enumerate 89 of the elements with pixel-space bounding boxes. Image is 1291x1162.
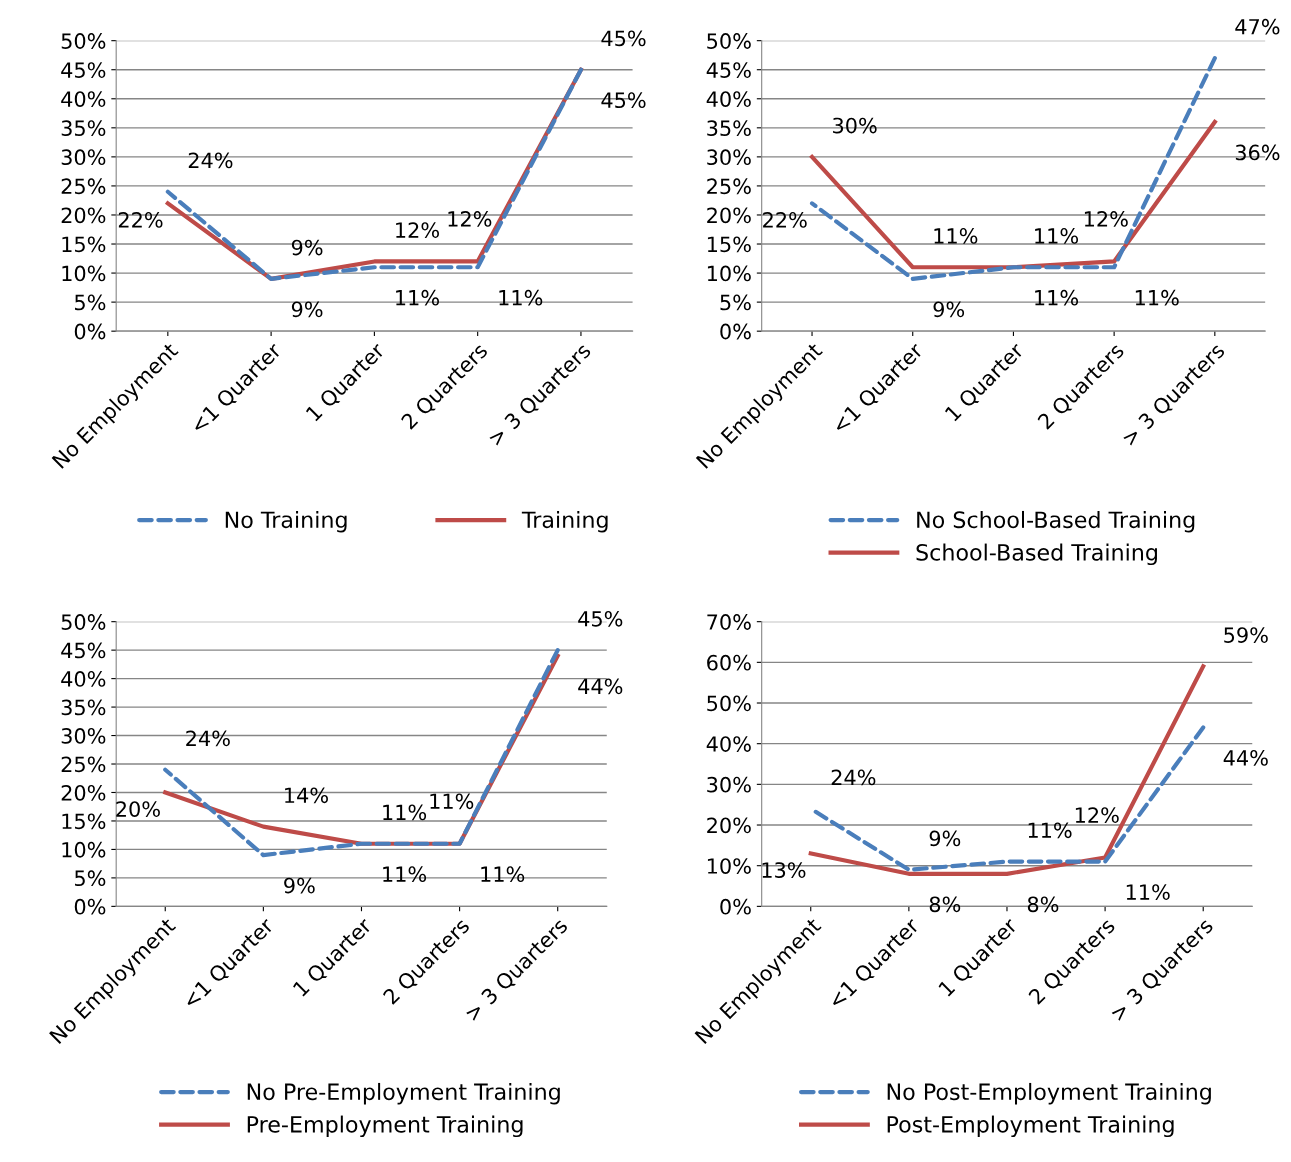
data-label: 30% xyxy=(833,117,877,134)
data-label: 8% xyxy=(1027,896,1059,913)
y-tick-label: 50% xyxy=(61,33,106,49)
data-label: 45% xyxy=(601,92,646,109)
y-tick-label: 60% xyxy=(707,654,751,671)
y-tick-label: 40% xyxy=(706,736,751,752)
y-tick-label: 0% xyxy=(720,323,751,340)
data-label: 11% xyxy=(499,289,543,306)
data-label: 12% xyxy=(1075,807,1119,823)
legend-label: No Post-Employment Training xyxy=(887,1082,1211,1105)
data-label: 44% xyxy=(578,678,623,695)
y-tick-label: 30% xyxy=(707,149,751,166)
data-label: 8% xyxy=(929,896,961,913)
legend-label: No School-Based Training xyxy=(917,510,1195,533)
data-label: 13% xyxy=(762,862,806,878)
y-tick-label: 40% xyxy=(61,671,106,687)
y-tick-label: 15% xyxy=(707,236,751,253)
data-label: 9% xyxy=(929,830,961,847)
y-tick-label: 35% xyxy=(61,699,106,716)
y-tick-label: 5% xyxy=(75,870,106,887)
y-tick-label: 15% xyxy=(62,813,106,830)
y-tick-label: 25% xyxy=(61,178,106,195)
data-label: 45% xyxy=(601,30,646,47)
y-tick-label: 5% xyxy=(720,294,751,311)
y-tick-label: 0% xyxy=(720,898,751,915)
y-tick-label: 40% xyxy=(706,91,751,107)
legend-label: Post-Employment Training xyxy=(887,1115,1174,1138)
data-label: 9% xyxy=(291,301,323,318)
y-tick-label: 30% xyxy=(61,728,106,744)
y-tick-label: 10% xyxy=(707,858,751,874)
y-tick-label: 50% xyxy=(707,695,751,712)
data-label: 44% xyxy=(1223,750,1268,766)
data-label: 24% xyxy=(831,769,876,786)
y-tick-label: 10% xyxy=(62,265,106,282)
legend-label: School-Based Training xyxy=(916,543,1157,566)
data-label: 12% xyxy=(448,211,492,227)
legend-label: Pre-Employment Training xyxy=(247,1115,523,1138)
y-tick-label: 15% xyxy=(62,236,106,253)
legend-label: Training xyxy=(521,510,608,533)
y-tick-label: 30% xyxy=(707,776,751,793)
y-tick-label: 25% xyxy=(707,178,751,195)
data-label: 11% xyxy=(430,793,474,810)
y-tick-label: 10% xyxy=(62,841,106,858)
y-tick-label: 35% xyxy=(61,120,106,137)
y-tick-label: 20% xyxy=(707,817,751,834)
legend-label: No Training xyxy=(225,510,347,533)
data-label: 22% xyxy=(118,212,163,228)
y-tick-label: 25% xyxy=(61,756,106,773)
y-tick-label: 20% xyxy=(707,207,751,224)
data-label: 22% xyxy=(763,212,807,228)
y-tick-label: 50% xyxy=(61,614,106,630)
data-label: 47% xyxy=(1235,18,1280,35)
data-label: 59% xyxy=(1224,627,1268,643)
y-tick-label: 0% xyxy=(74,898,106,915)
y-tick-label: 70% xyxy=(707,614,751,630)
data-label: 11% xyxy=(1135,289,1179,306)
y-tick-label: 50% xyxy=(707,33,751,49)
y-tick-label: 35% xyxy=(707,120,751,137)
data-label: 20% xyxy=(116,801,160,817)
data-label: 11% xyxy=(396,289,439,306)
data-label: 11% xyxy=(383,866,427,883)
y-tick-label: 40% xyxy=(61,91,106,107)
y-tick-label: 20% xyxy=(61,207,106,224)
y-tick-label: 0% xyxy=(74,323,106,340)
y-tick-label: 20% xyxy=(61,784,106,801)
data-label: 12% xyxy=(396,222,439,238)
y-tick-label: 10% xyxy=(707,265,751,282)
y-tick-label: 5% xyxy=(75,294,106,311)
data-label: 24% xyxy=(186,730,230,747)
data-label: 36% xyxy=(1235,144,1280,161)
legend-label: No Pre-Employment Training xyxy=(247,1082,560,1105)
data-label: 9% xyxy=(933,301,965,318)
data-label: 11% xyxy=(1126,884,1170,900)
y-tick-label: 45% xyxy=(61,642,106,659)
y-tick-label: 45% xyxy=(706,62,751,78)
data-label: 9% xyxy=(291,239,323,256)
data-label: 9% xyxy=(284,877,315,894)
data-label: 11% xyxy=(934,228,978,244)
y-tick-label: 30% xyxy=(61,149,106,166)
y-tick-label: 45% xyxy=(61,62,106,78)
data-label: 45% xyxy=(578,610,623,627)
data-label: 11% xyxy=(481,866,525,883)
data-label: 12% xyxy=(1084,211,1128,227)
data-label: 11% xyxy=(1035,228,1079,244)
data-label: 14% xyxy=(285,787,328,804)
data-label: 24% xyxy=(188,152,233,169)
data-label: 11% xyxy=(1028,822,1072,839)
data-label: 11% xyxy=(383,804,427,821)
data-label: 11% xyxy=(1035,289,1079,306)
